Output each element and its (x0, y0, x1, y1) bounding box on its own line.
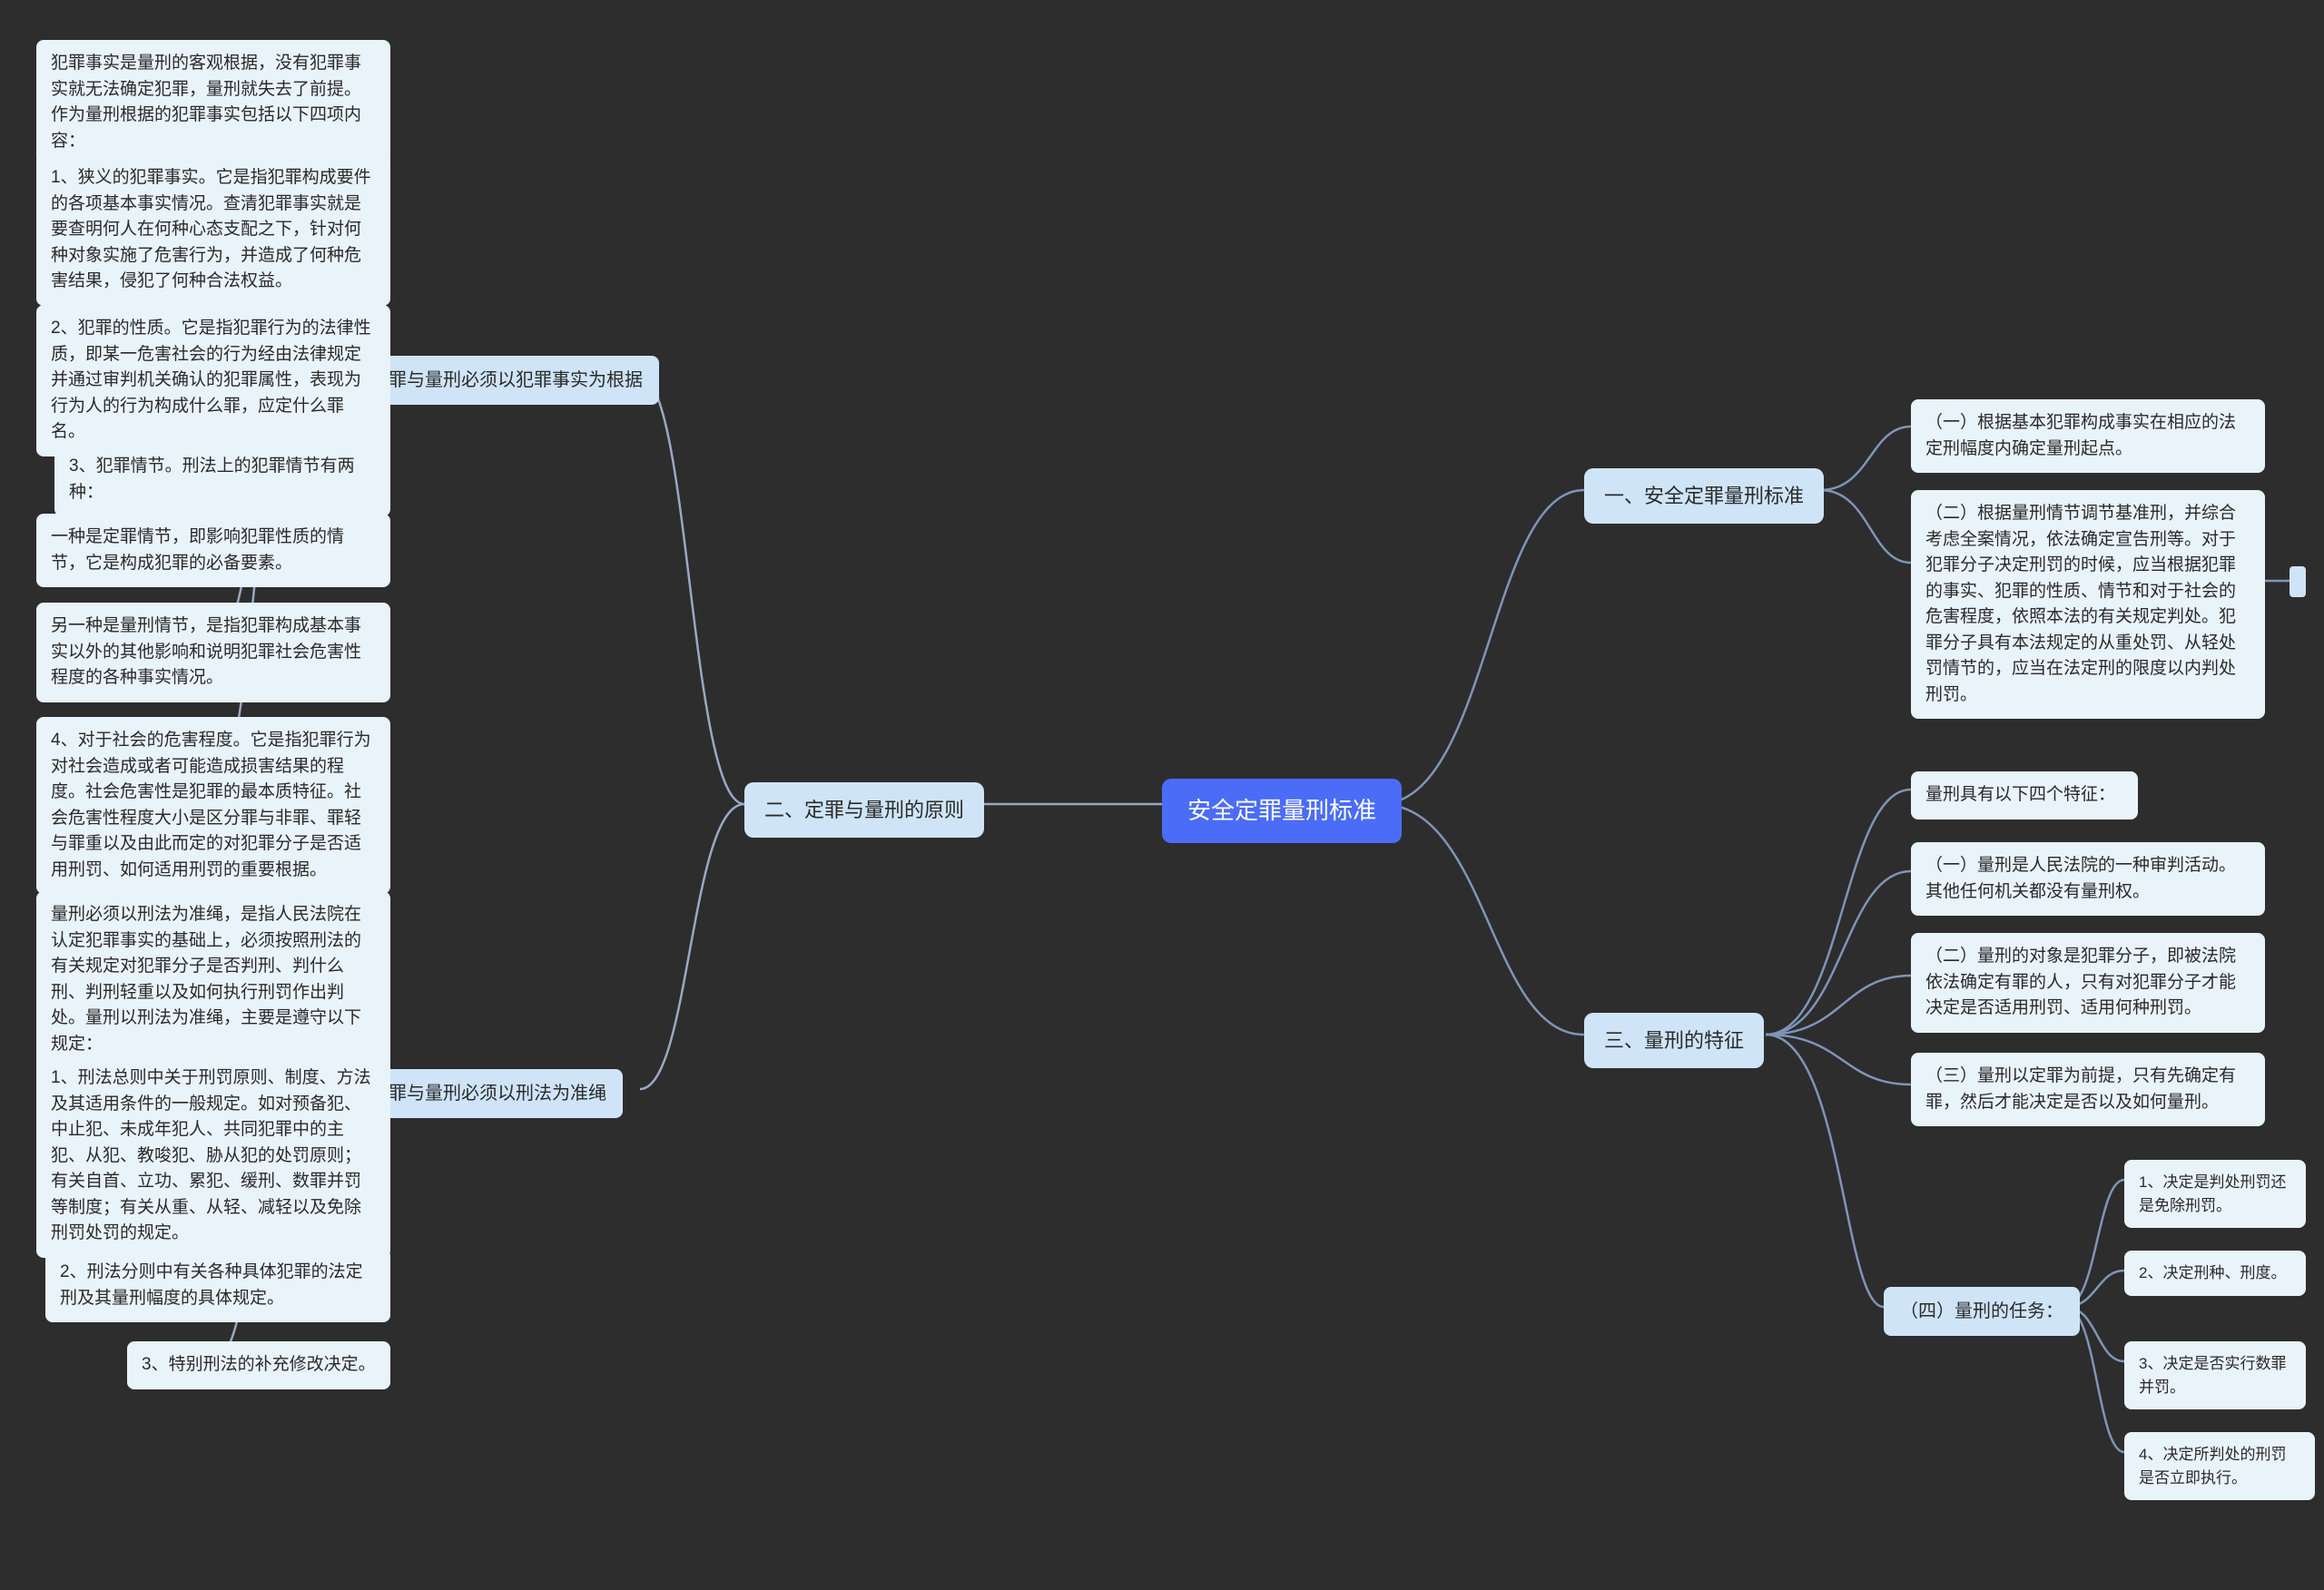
leaf-r3-4-3: 4、决定所判处的刑罚是否立即执行。 (2124, 1432, 2315, 1500)
leaf-r3-4-1: 2、决定刑种、刑度。 (2124, 1251, 2306, 1296)
leaf-r1-1: （二）根据量刑情节调节基准刑，并综合考虑全案情况，依法确定宣告刑等。对于犯罪分子… (1911, 490, 2265, 719)
root-node[interactable]: 安全定罪量刑标准 (1162, 779, 1402, 843)
leaf-r1-0: （一）根据基本犯罪构成事实在相应的法定刑幅度内确定量刑起点。 (1911, 399, 2265, 473)
branch-2[interactable]: 二、定罪与量刑的原则 (744, 782, 984, 838)
leaf-2b-2: 2、刑法分则中有关各种具体犯罪的法定刑及其量刑幅度的具体规定。 (45, 1249, 390, 1322)
leaf-2b-3: 3、特别刑法的补充修改决定。 (127, 1341, 390, 1389)
sub-r3-4[interactable]: （四）量刑的任务： (1884, 1287, 2080, 1336)
leaf-2a-2: 2、犯罪的性质。它是指犯罪行为的法律性质，即某一危害社会的行为经由法律规定并通过… (36, 305, 390, 456)
leaf-r3-2: （二）量刑的对象是犯罪分子，即被法院依法确定有罪的人，只有对犯罪分子才能决定是否… (1911, 933, 2265, 1033)
leaf-r3-1: （一）量刑是人民法院的一种审判活动。其他任何机关都没有量刑权。 (1911, 842, 2265, 916)
leaf-2b-0: 量刑必须以刑法为准绳，是指人民法院在认定犯罪事实的基础上，必须按照刑法的有关规定… (36, 891, 390, 1068)
leaf-2a-3: 3、犯罪情节。刑法上的犯罪情节有两种： (54, 443, 390, 516)
leaf-r3-3: （三）量刑以定罪为前提，只有先确定有罪，然后才能决定是否以及如何量刑。 (1911, 1053, 2265, 1126)
branch-1[interactable]: 一、安全定罪量刑标准 (1584, 468, 1824, 524)
leaf-2a-6: 4、对于社会的危害程度。它是指犯罪行为对社会造成或者可能造成损害结果的程度。社会… (36, 717, 390, 894)
leaf-r3-0: 量刑具有以下四个特征： (1911, 771, 2138, 820)
leaf-r3-4-2: 3、决定是否实行数罪并罚。 (2124, 1341, 2306, 1409)
leaf-2a-4: 一种是定罪情节，即影响犯罪性质的情节，它是构成犯罪的必备要素。 (36, 514, 390, 587)
branch-3[interactable]: 三、量刑的特征 (1584, 1013, 1764, 1068)
leaf-2a-1: 1、狭义的犯罪事实。它是指犯罪构成要件的各项基本事实情况。查清犯罪事实就是要查明… (36, 154, 390, 306)
leaf-2a-0: 犯罪事实是量刑的客观根据，没有犯罪事实就无法确定犯罪，量刑就失去了前提。作为量刑… (36, 40, 390, 165)
side-tab[interactable] (2290, 566, 2306, 597)
leaf-2b-1: 1、刑法总则中关于刑罚原则、制度、方法及其适用条件的一般规定。如对预备犯、中止犯… (36, 1055, 390, 1258)
leaf-r3-4-0: 1、决定是判处刑罚还是免除刑罚。 (2124, 1160, 2306, 1228)
leaf-2a-5: 另一种是量刑情节，是指犯罪构成基本事实以外的其他影响和说明犯罪社会危害性程度的各… (36, 603, 390, 702)
